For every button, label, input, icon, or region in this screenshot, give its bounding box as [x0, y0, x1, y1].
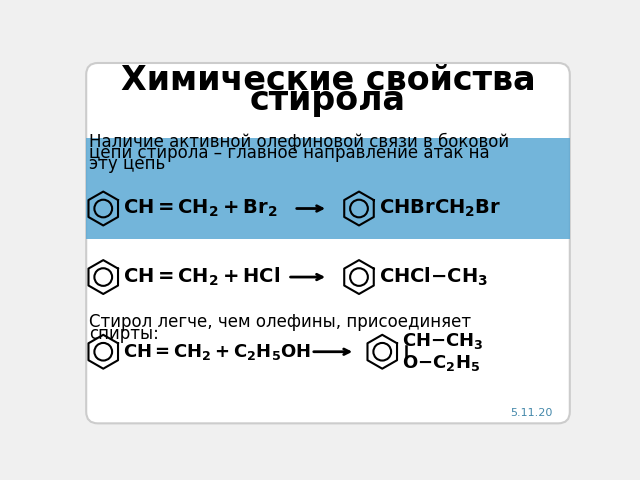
Text: эту цепь: эту цепь: [90, 156, 166, 173]
Text: Стирол легче, чем олефины, присоединяет: Стирол легче, чем олефины, присоединяет: [90, 313, 472, 331]
Text: Химические свойства: Химические свойства: [121, 64, 535, 97]
Text: $\mathbf{CH{=}CH_2 + Br_2}$: $\mathbf{CH{=}CH_2 + Br_2}$: [124, 198, 278, 219]
Text: спирты:: спирты:: [90, 325, 159, 343]
Text: $\mathbf{CHCl{-}CH_3}$: $\mathbf{CHCl{-}CH_3}$: [379, 266, 488, 288]
Text: стирола: стирола: [250, 84, 406, 117]
FancyBboxPatch shape: [86, 63, 570, 423]
Bar: [86, 138, 570, 239]
Text: $\mathbf{CH{=}CH_2 + C_2H_5OH}$: $\mathbf{CH{=}CH_2 + C_2H_5OH}$: [124, 342, 312, 362]
Text: цепи стирола – главное направление атак на: цепи стирола – главное направление атак …: [90, 144, 490, 162]
Text: $\mathbf{O{-}C_2H_5}$: $\mathbf{O{-}C_2H_5}$: [403, 352, 481, 372]
Text: $\mathbf{CH{=}CH_2 + HCl}$: $\mathbf{CH{=}CH_2 + HCl}$: [124, 266, 280, 288]
Text: Наличие активной олефиновой связи в боковой: Наличие активной олефиновой связи в боко…: [90, 132, 509, 151]
Text: $\mathbf{CH{-}CH_3}$: $\mathbf{CH{-}CH_3}$: [403, 331, 484, 351]
Text: $\mathbf{CHBrCH_2Br}$: $\mathbf{CHBrCH_2Br}$: [379, 198, 502, 219]
Text: 5.11.20: 5.11.20: [510, 408, 553, 418]
